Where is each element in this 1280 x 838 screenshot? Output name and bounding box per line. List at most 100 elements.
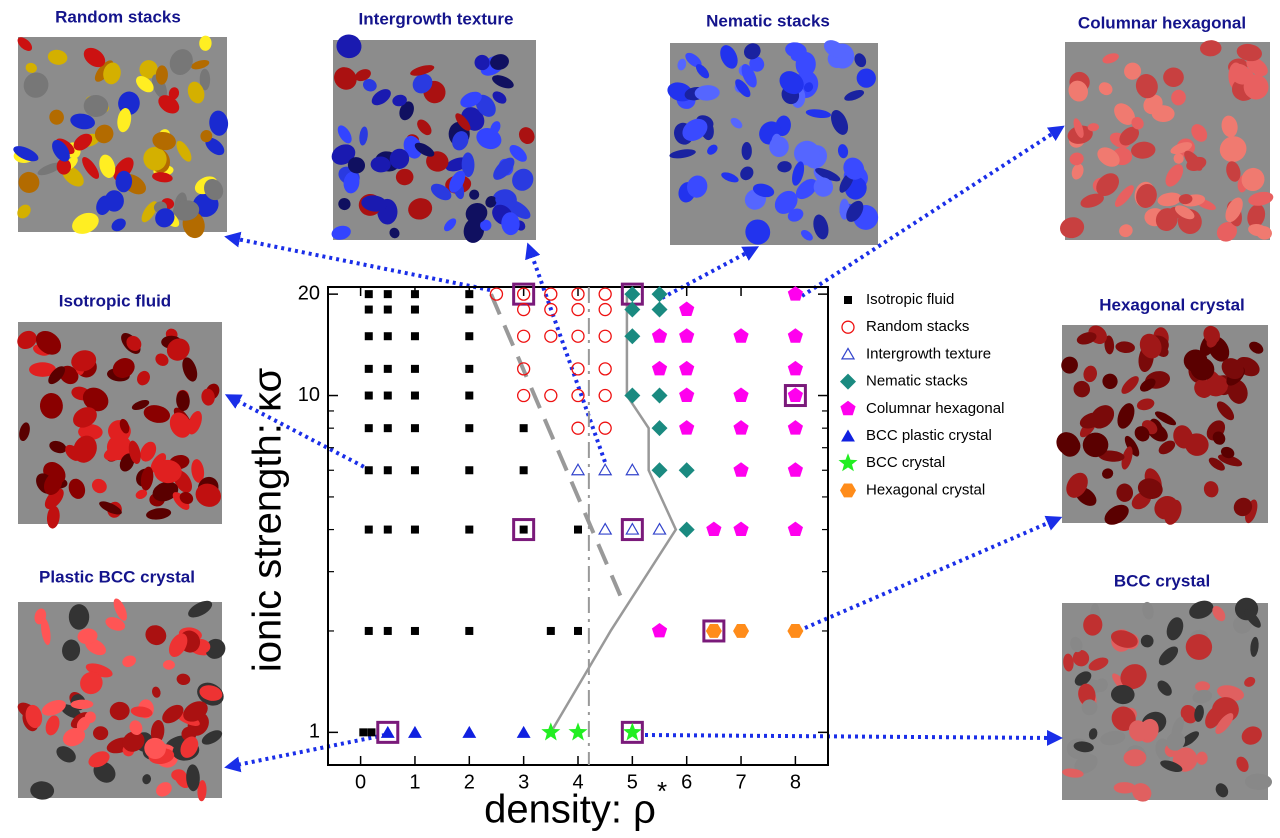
panel-particle: [99, 501, 122, 515]
panel-particle: [720, 45, 738, 69]
panel-particle: [119, 418, 130, 434]
marker: [517, 388, 531, 403]
panel-title: BCC crystal: [1114, 571, 1210, 590]
panel-particle: [410, 65, 435, 76]
marker: [519, 424, 528, 433]
marker: [364, 525, 373, 534]
panel-particle: [200, 130, 213, 143]
panel-particle: [84, 711, 96, 724]
panel-particle: [1191, 124, 1208, 142]
panel-particle: [62, 639, 81, 661]
marker: [624, 286, 641, 303]
panel-particle: [465, 202, 488, 224]
panel-particle: [1062, 768, 1084, 778]
panel-particle: [1124, 62, 1142, 80]
marker: [622, 722, 642, 741]
legend-label: BCC plastic crystal: [866, 427, 992, 444]
panel-particle: [179, 491, 194, 504]
panel-particle: [485, 195, 497, 208]
panel-particle: [1249, 341, 1264, 354]
panel-particle: [1102, 53, 1119, 64]
legend-marker: [844, 296, 852, 304]
panel-particle: [730, 117, 743, 129]
panel-particle: [96, 195, 112, 216]
panel-title: Plastic BCC crystal: [39, 567, 195, 586]
panel-particle: [512, 168, 534, 191]
panel-particle: [694, 85, 720, 101]
panel-particle: [73, 407, 97, 428]
x-tick-label: 4: [572, 771, 583, 793]
marker: [651, 387, 668, 404]
panel-particle: [182, 357, 198, 382]
marker: [733, 420, 749, 435]
panel-particle: [1236, 43, 1262, 62]
panel-particle: [1136, 183, 1157, 208]
panel-particle: [39, 393, 63, 419]
panel-particle: [1115, 341, 1135, 354]
panel-particle: [1244, 609, 1261, 628]
marker: [625, 522, 640, 535]
panel-particle: [143, 405, 171, 423]
panel-particle: [140, 441, 157, 462]
panel-particle: [1081, 699, 1098, 716]
panel-particle: [777, 161, 792, 173]
panel-particle: [155, 353, 169, 366]
panel-particle: [18, 171, 40, 193]
panel-particle: [412, 73, 433, 94]
marker: [462, 725, 477, 738]
panel-particle: [45, 715, 60, 736]
panel-particle: [1101, 468, 1114, 479]
panel-particle: [395, 168, 414, 186]
highlight-box: [376, 720, 400, 744]
marker: [383, 466, 392, 475]
panel-particle: [88, 751, 110, 768]
panel-particle: [1068, 80, 1088, 102]
marker: [598, 362, 612, 376]
marker: [598, 329, 612, 343]
highlight-box: [512, 518, 536, 542]
panel-particle: [1123, 749, 1147, 767]
panel-particle: [823, 40, 846, 58]
panel-particle: [162, 660, 175, 670]
panel-particle: [17, 330, 37, 350]
panel-particle: [1131, 141, 1156, 159]
panel-particle: [1240, 67, 1254, 79]
y-tick-label: 10: [298, 384, 320, 406]
panel-particle: [1117, 403, 1135, 429]
marker: [733, 521, 749, 537]
marker: [787, 624, 804, 638]
panel-particle: [740, 166, 754, 181]
marker: [364, 332, 373, 341]
marker: [787, 328, 803, 343]
marker: [598, 463, 613, 476]
panel-particle: [1247, 204, 1266, 228]
panel-title: Random stacks: [55, 7, 181, 26]
panel-particle: [186, 764, 200, 792]
legend-marker: [838, 453, 858, 472]
panel-particle: [137, 370, 150, 386]
marker: [410, 332, 419, 341]
marker: [544, 287, 558, 301]
marker: [383, 332, 392, 341]
marker: [364, 424, 373, 433]
panel-particle: [794, 140, 820, 166]
marker: [571, 329, 585, 343]
panel-particle: [44, 488, 64, 510]
panel-particle: [1139, 378, 1156, 392]
marker: [571, 362, 585, 376]
panel-particle: [187, 410, 202, 435]
panel-particle: [455, 113, 471, 131]
panel-particle: [1119, 126, 1140, 146]
panel-particle: [359, 126, 368, 146]
panel-particle: [1199, 40, 1222, 57]
panel-particle: [1196, 751, 1208, 765]
panel-particle: [1143, 94, 1163, 115]
panel-particle: [17, 204, 31, 219]
arrow: [661, 246, 760, 300]
panel-particle: [131, 399, 150, 411]
panel-particle: [169, 49, 193, 75]
panel-particle: [1192, 689, 1213, 704]
panel-particle: [1184, 150, 1203, 171]
panel-particle: [150, 719, 165, 744]
